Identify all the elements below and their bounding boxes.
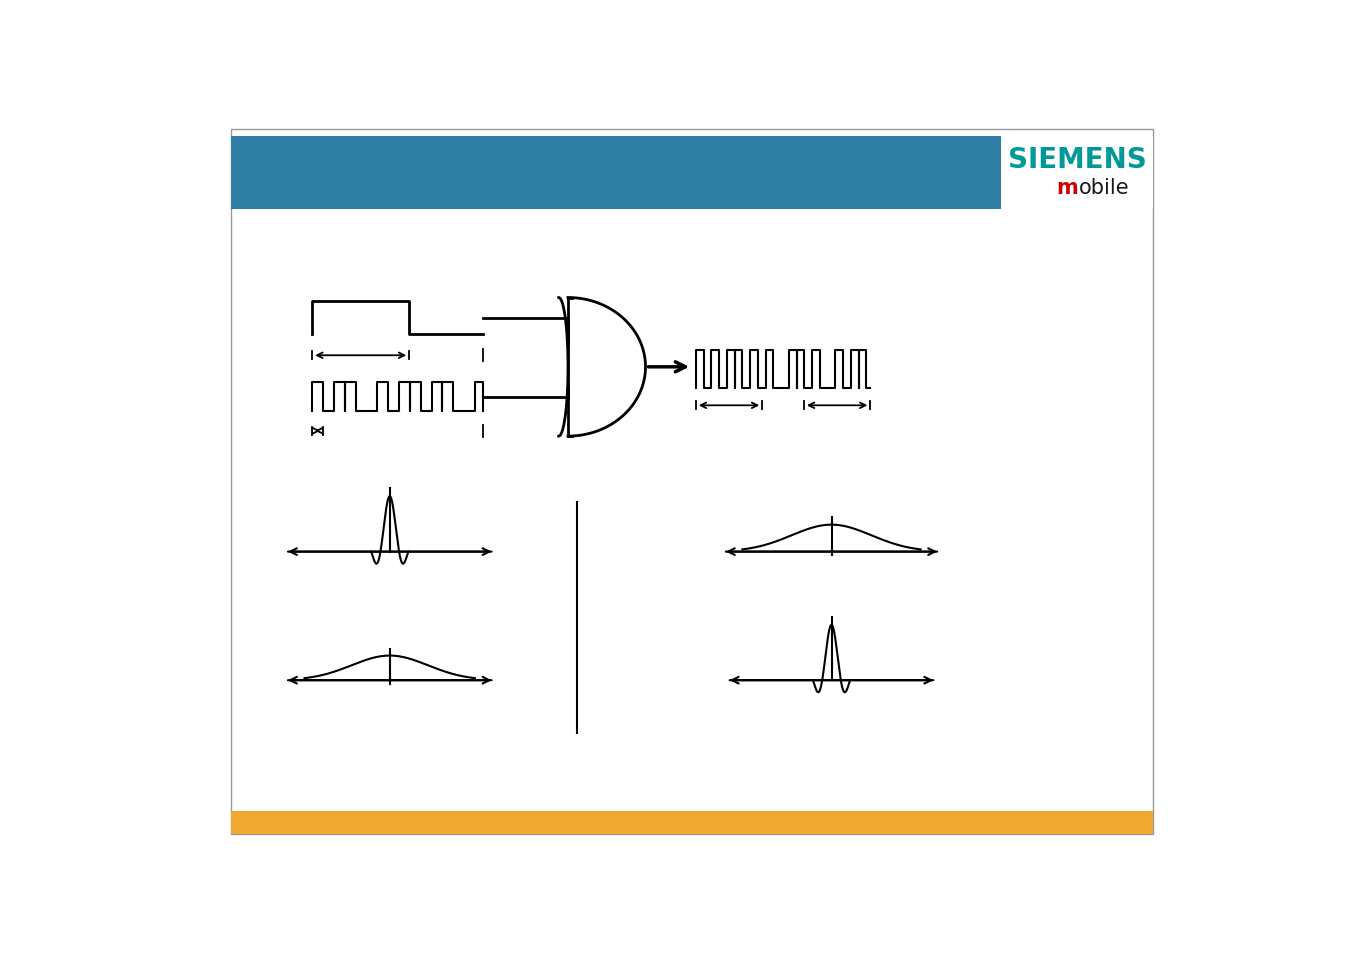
Bar <box>1001 136 1154 210</box>
Text: SIEMENS: SIEMENS <box>1008 146 1147 174</box>
Text: obile: obile <box>1078 178 1129 198</box>
Bar <box>231 811 1154 834</box>
Text: m: m <box>1056 178 1078 198</box>
Bar <box>231 136 1001 210</box>
Bar <box>231 130 1154 834</box>
